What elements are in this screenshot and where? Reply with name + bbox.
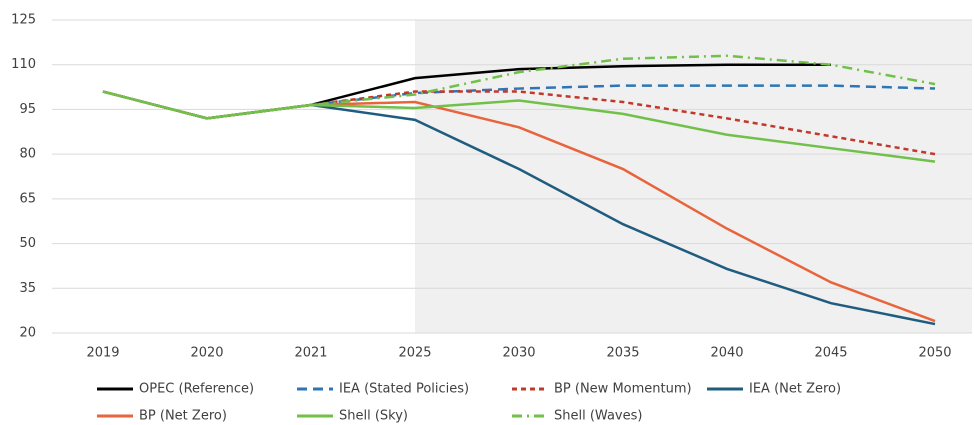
y-tick-label: 125 [11, 13, 36, 28]
legend-label: OPEC (Reference) [139, 382, 254, 397]
series-line [102, 84, 936, 120]
legend-label: Shell (Waves) [554, 409, 642, 424]
legend-label: BP (Net Zero) [139, 409, 227, 424]
x-tick-label: 2030 [502, 346, 535, 361]
series-line [102, 54, 936, 120]
y-tick-label: 35 [19, 281, 36, 296]
y-tick-label: 95 [19, 102, 36, 117]
x-tick-label: 2020 [190, 346, 223, 361]
y-tick-label: 20 [19, 326, 36, 341]
series-line [102, 90, 936, 163]
legend-label: BP (New Momentum) [554, 382, 692, 397]
y-tick-label: 50 [19, 236, 36, 251]
x-tick-label: 2021 [294, 346, 327, 361]
y-tick-label: 65 [19, 191, 36, 206]
x-tick-label: 2035 [606, 346, 639, 361]
x-tick-label: 2019 [86, 346, 119, 361]
legend-label: IEA (Net Zero) [749, 382, 841, 397]
x-tick-label: 2025 [398, 346, 431, 361]
y-tick-label: 80 [19, 147, 36, 162]
x-tick-label: 2045 [814, 346, 847, 361]
forecast-shade [415, 20, 972, 333]
x-tick-label: 2040 [710, 346, 743, 361]
y-tick-label: 110 [11, 57, 36, 72]
x-tick-label: 2050 [918, 346, 951, 361]
legend-label: Shell (Sky) [339, 409, 408, 424]
legend-label: IEA (Stated Policies) [339, 382, 469, 397]
